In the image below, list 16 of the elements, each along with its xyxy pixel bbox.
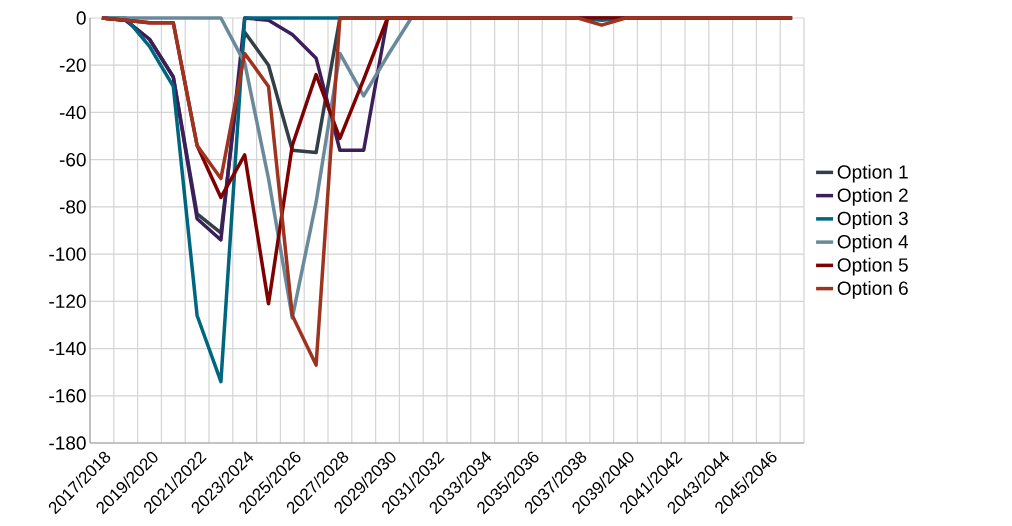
y-tick-label: -40: [59, 105, 86, 120]
legend-label: Option 5: [837, 257, 908, 276]
y-tick-label: -80: [59, 200, 86, 214]
legend-label: Option 1: [837, 164, 908, 183]
y-tick-label: -140: [49, 341, 86, 356]
y-tick-label: -100: [49, 247, 86, 261]
y-tick-label: 0: [76, 11, 86, 25]
y-tick-label: -20: [59, 58, 86, 72]
y-tick-label: -60: [59, 152, 86, 167]
y-tick-label: -180: [49, 436, 86, 450]
y-tick-label: -120: [49, 294, 86, 309]
y-tick-label: -160: [49, 389, 86, 403]
legend-label: Option 2: [837, 188, 908, 206]
legend-label: Option 4: [837, 234, 909, 253]
legend-label: Option 3: [837, 211, 908, 229]
legend-label: Option 6: [837, 280, 908, 299]
